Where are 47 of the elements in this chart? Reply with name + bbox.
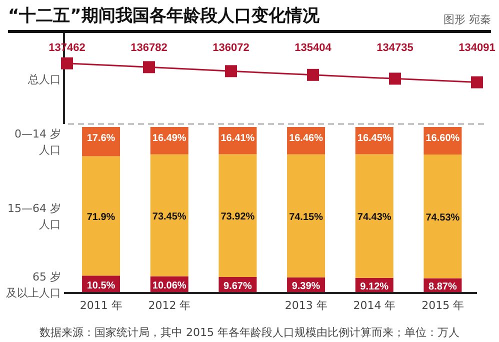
point	[307, 68, 319, 81]
point	[61, 57, 73, 70]
data-label: 8.87%	[428, 282, 457, 293]
data-label: 74.43%	[357, 212, 392, 224]
point	[225, 65, 237, 78]
series-label: 总人口	[27, 73, 61, 86]
data-label: 17.6%	[86, 133, 116, 144]
data-label: 16.49%	[152, 133, 186, 144]
bar	[355, 154, 394, 278]
data-label: 74.15%	[289, 212, 324, 223]
data-label: 10.06%	[152, 280, 186, 292]
data-label: 73.45%	[152, 211, 186, 222]
bar	[150, 154, 188, 276]
data-label: 16.46%	[289, 133, 324, 144]
data-label: 16.60%	[426, 133, 460, 144]
text: 图形 宛秦	[444, 12, 491, 27]
data-label: 71.9%	[86, 212, 116, 223]
data-label: 136782	[130, 42, 168, 54]
bar	[218, 154, 257, 277]
bar	[287, 154, 326, 278]
x-tick-label: 2014 年	[353, 298, 396, 312]
data-label: 10.5%	[86, 280, 116, 292]
bar	[82, 156, 120, 276]
x-tick-label: 2015 年	[422, 298, 464, 312]
data-label: 16.45%	[357, 133, 392, 144]
source-note: 数据来源：国家统计局，其中 2015 年各年龄段人口规模由比例计算而来；单位：万人	[38, 325, 460, 340]
data-label: 134735	[376, 42, 414, 54]
data-label: 134091	[458, 42, 496, 54]
chart-title: “十二五”期间我国各年龄段人口变化情况	[8, 5, 320, 27]
bar	[424, 154, 462, 278]
point	[143, 61, 155, 74]
data-label: 135404	[294, 42, 332, 54]
point	[389, 72, 401, 85]
data-label: 9.12%	[360, 281, 389, 292]
data-label: 9.67%	[224, 280, 252, 292]
data-label: 73.92%	[220, 212, 255, 223]
series-label: 65 岁及以上人口	[6, 270, 61, 300]
data-label: 136072	[212, 42, 250, 54]
series-label: 0—14 岁人口	[14, 128, 61, 157]
data-label: 9.39%	[292, 281, 320, 292]
data-label: 16.41%	[220, 133, 255, 144]
x-tick-label: 2011 年	[80, 298, 122, 312]
data-label: 74.53%	[426, 212, 460, 224]
x-tick-label: 2012 年	[148, 298, 191, 312]
point	[471, 76, 483, 88]
x-tick-label: 2013 年	[284, 298, 328, 312]
series-label: 15—64 岁人口	[8, 202, 61, 231]
